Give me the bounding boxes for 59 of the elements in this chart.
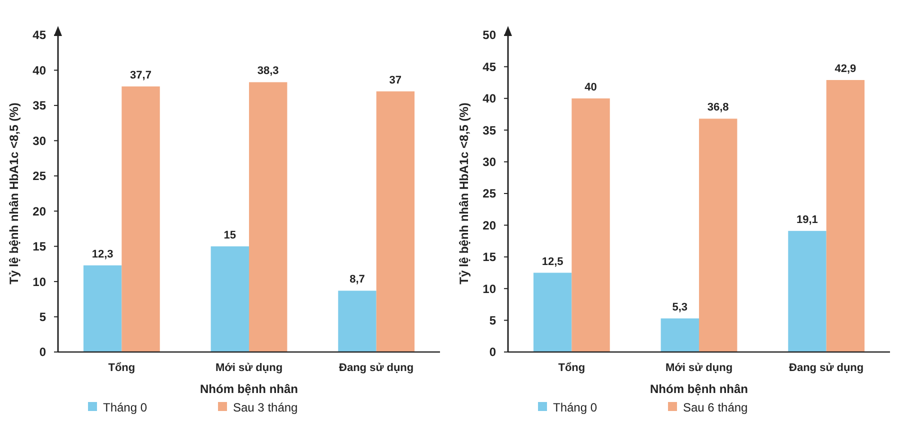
- y-tick-label: 30: [32, 134, 46, 148]
- y-axis-title: Tỷ lệ bệnh nhân HbA1c <8,5 (%): [457, 102, 471, 284]
- bar: [826, 80, 865, 352]
- y-tick-label: 25: [482, 186, 496, 201]
- bar: [660, 318, 699, 352]
- y-tick-label: 15: [482, 250, 496, 264]
- data-label: 12,5: [542, 256, 564, 268]
- data-label: 37,7: [130, 69, 152, 82]
- y-tick-label: 50: [482, 28, 496, 42]
- y-tick-label: 0: [489, 345, 496, 360]
- y-tick-label: 20: [32, 204, 46, 218]
- y-tick-label: 30: [482, 155, 496, 169]
- bar: [376, 91, 415, 352]
- y-tick-label: 40: [32, 63, 46, 78]
- y-tick-label: 45: [482, 60, 496, 74]
- y-tick-label: 0: [39, 345, 46, 360]
- y-tick-label: 35: [32, 98, 46, 113]
- y-tick-label: 5: [39, 310, 46, 324]
- x-tick-label: Mới sử dụng: [665, 362, 733, 374]
- y-tick-label: 5: [489, 314, 496, 328]
- bar: [122, 86, 160, 352]
- data-label: 19,1: [796, 214, 818, 226]
- y-tick-label: 45: [32, 28, 46, 42]
- data-label: 40: [584, 81, 597, 94]
- y-tick-label: 35: [482, 123, 496, 138]
- bar: [83, 265, 122, 352]
- bar: [210, 246, 249, 352]
- legend-label: Tháng 0: [103, 400, 148, 415]
- x-tick-label: Đang sử dụng: [339, 362, 414, 374]
- bar: [533, 272, 572, 352]
- data-label: 8,7: [350, 274, 365, 286]
- bar: [249, 82, 288, 352]
- data-label: 37: [389, 74, 402, 86]
- y-tick-label: 25: [32, 169, 46, 184]
- data-label: 12,3: [92, 248, 114, 260]
- legend-label: Sau 6 tháng: [683, 400, 748, 415]
- x-tick-label: Mới sử dụng: [215, 362, 283, 374]
- x-tick-label: Tổng: [558, 362, 586, 374]
- y-tick-label: 20: [482, 218, 496, 232]
- data-label: 38,3: [257, 65, 279, 78]
- bar: [699, 118, 738, 352]
- y-tick-label: 10: [482, 282, 496, 296]
- legend-label: Tháng 0: [553, 400, 598, 415]
- bar: [338, 290, 376, 352]
- y-tick-label: 40: [482, 92, 496, 106]
- x-tick-label: Tổng: [108, 362, 136, 374]
- data-label: 42,9: [834, 63, 856, 76]
- y-tick-label: 15: [32, 240, 46, 254]
- bar: [572, 98, 610, 352]
- x-tick-label: Đang sử dụng: [789, 362, 864, 374]
- data-label: 36,8: [707, 102, 729, 114]
- x-axis-title: Nhóm bệnh nhân: [200, 382, 298, 396]
- y-axis-title: Tỷ lệ bệnh nhân HbA1c <8,5 (%): [7, 102, 21, 284]
- bar: [788, 230, 826, 352]
- data-label: 15: [224, 229, 236, 242]
- y-tick-label: 10: [32, 274, 46, 289]
- legend-label: Sau 3 tháng: [233, 400, 298, 415]
- data-label: 5,3: [672, 301, 688, 314]
- x-axis-title: Nhóm bệnh nhân: [650, 382, 748, 396]
